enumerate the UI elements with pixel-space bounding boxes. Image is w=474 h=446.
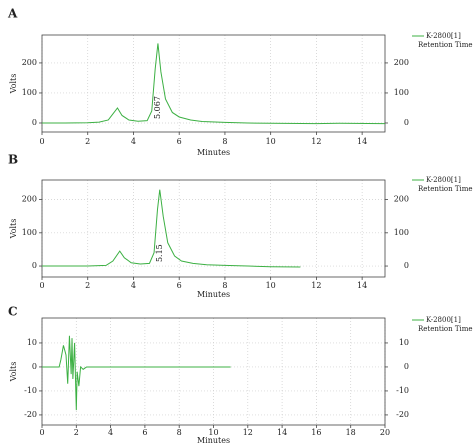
retention-label: 5.067 — [153, 96, 162, 119]
plot-frame — [41, 34, 386, 133]
y2-tick-label: 100 — [394, 228, 409, 237]
x-tick-label: 18 — [346, 428, 356, 437]
x-tick-label: 2 — [85, 281, 90, 290]
legend-label: K-2800[1] — [426, 316, 461, 324]
x-tick-label: 14 — [357, 137, 367, 146]
panel-label: A — [7, 7, 18, 21]
x-tick-label: 8 — [222, 137, 227, 146]
x-tick-label: 2 — [74, 428, 79, 437]
y2-tick-label: -20 — [396, 410, 409, 419]
x-tick-label: 10 — [266, 137, 276, 146]
x-axis-label: Minutes — [197, 290, 230, 299]
y-tick-label: 0 — [32, 362, 37, 371]
y2-tick-label: 0 — [404, 261, 409, 270]
panel-label: C — [8, 305, 18, 319]
retention-label: 5.15 — [155, 244, 164, 262]
y-axis-label: Volts — [9, 362, 18, 383]
legend-label: K-2800[1] — [426, 32, 461, 40]
y-tick-label: 10 — [27, 338, 37, 347]
x-tick-label: 8 — [177, 428, 182, 437]
x-tick-label: 10 — [266, 281, 276, 290]
x-tick-label: 14 — [357, 281, 367, 290]
x-tick-label: 4 — [108, 428, 113, 437]
x-axis-label: Minutes — [197, 436, 230, 445]
y2-tick-label: 200 — [394, 195, 409, 204]
plot-frame — [41, 317, 386, 426]
x-tick-label: 8 — [222, 281, 227, 290]
trace — [42, 43, 386, 125]
y-tick-label: 100 — [22, 228, 37, 237]
y-tick-label: 100 — [22, 88, 37, 97]
x-tick-label: 2 — [85, 137, 90, 146]
x-tick-label: 12 — [243, 428, 253, 437]
y2-tick-label: 100 — [394, 88, 409, 97]
x-tick-label: 16 — [311, 428, 321, 437]
y-tick-label: 0 — [32, 261, 37, 270]
y-tick-label: -20 — [24, 410, 37, 419]
x-tick-label: 0 — [39, 428, 44, 437]
legend-label: Retention Time — [418, 185, 473, 193]
x-tick-label: 20 — [380, 428, 390, 437]
y2-tick-label: 10 — [399, 338, 409, 347]
y2-tick-label: 0 — [404, 118, 409, 127]
panel-label: B — [8, 153, 18, 167]
x-tick-label: 12 — [311, 281, 321, 290]
x-tick-label: 12 — [311, 137, 321, 146]
x-tick-label: 14 — [277, 428, 287, 437]
legend-label: Retention Time — [418, 41, 473, 49]
x-axis-label: Minutes — [197, 148, 230, 157]
plot-frame — [41, 179, 386, 278]
x-tick-label: 6 — [142, 428, 147, 437]
y-tick-label: -10 — [24, 386, 37, 395]
trace — [42, 335, 231, 411]
y2-tick-label: 200 — [394, 58, 409, 67]
y-tick-label: 200 — [22, 58, 37, 67]
x-tick-label: 0 — [39, 281, 44, 290]
y2-tick-label: -10 — [396, 386, 409, 395]
trace — [42, 189, 301, 268]
y-axis-label: Volts — [9, 74, 18, 95]
x-tick-label: 6 — [177, 137, 182, 146]
y-tick-label: 200 — [22, 195, 37, 204]
x-tick-label: 10 — [208, 428, 218, 437]
y-tick-label: 0 — [32, 118, 37, 127]
legend-label: Retention Time — [418, 325, 473, 333]
x-tick-label: 4 — [131, 137, 136, 146]
y-axis-label: Volts — [9, 219, 18, 240]
legend-label: K-2800[1] — [426, 176, 461, 184]
y2-tick-label: 0 — [404, 362, 409, 371]
x-tick-label: 4 — [131, 281, 136, 290]
x-tick-label: 0 — [39, 137, 44, 146]
x-tick-label: 6 — [177, 281, 182, 290]
